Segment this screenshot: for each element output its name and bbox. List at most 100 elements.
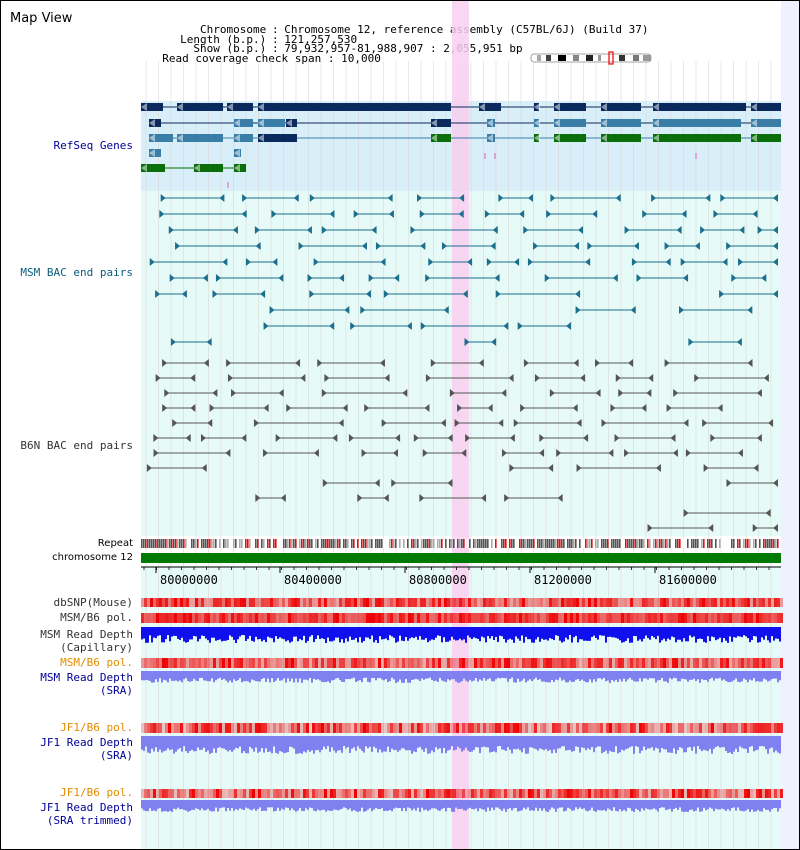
msm-b6-pol-sra-heat-cell xyxy=(195,658,198,668)
msm-read-depth-sra-bar xyxy=(731,671,733,682)
jf1-read-depth-trim-bar xyxy=(671,800,673,812)
repeat-mark xyxy=(161,539,163,548)
msm-read-depth-sra-bar xyxy=(161,671,163,683)
msm-b6-pol-heat-cell xyxy=(606,613,609,623)
msm-b6-pol-sra-heat-cell xyxy=(444,658,447,668)
jf1-read-depth-sra-bar xyxy=(353,736,355,748)
dbsnp-heat-cell xyxy=(501,598,504,607)
repeat-mark xyxy=(355,539,357,548)
jf1-b6-pol-heat-cell xyxy=(363,723,366,733)
msm-read-depth-capillary-bar xyxy=(527,627,529,640)
gene-exon-block xyxy=(234,119,253,127)
b6n-bac-pair-end xyxy=(300,374,306,382)
msm-bac-pair-end xyxy=(495,290,501,298)
jf1-b6-pol-heat-cell xyxy=(696,723,699,733)
msm-b6-pol-sra-heat-cell xyxy=(150,658,153,668)
msm-b6-pol-heat-cell xyxy=(165,613,168,623)
msm-b6-pol-sra-heat-cell xyxy=(315,658,318,668)
jf1-read-depth-trim-bar xyxy=(187,800,189,812)
jf1-b6-pol-heat-cell xyxy=(456,723,459,733)
jf1-b6-pol-heat-cell xyxy=(252,723,255,733)
jf1-read-depth-trim-bar xyxy=(283,800,285,810)
msm-read-depth-capillary-bar xyxy=(543,627,545,640)
dbsnp-heat-cell xyxy=(660,598,663,607)
msm-read-depth-capillary-bar xyxy=(225,627,227,641)
jf1-read-depth-sra-bar xyxy=(415,736,417,753)
repeat-mark xyxy=(513,539,515,548)
b6n-bac-pair-end xyxy=(454,419,460,427)
msm-read-depth-capillary-bar xyxy=(469,627,471,638)
jf1-b6-pol-trim-heat-cell xyxy=(357,789,360,798)
msm-b6-pol-heat-cell xyxy=(744,613,747,623)
msm-read-depth-capillary-bar xyxy=(411,627,413,638)
dbsnp-heat-cell xyxy=(249,598,252,607)
jf1-b6-pol-trim-heat-cell xyxy=(621,789,624,798)
msm-read-depth-capillary-bar xyxy=(329,627,331,642)
jf1-b6-pol-heat-cell xyxy=(711,723,714,733)
msm-read-depth-capillary-bar xyxy=(741,627,743,638)
jf1-b6-pol-heat-cell xyxy=(438,723,441,733)
msm-read-depth-capillary-bar xyxy=(159,627,161,636)
repeat-mark xyxy=(369,539,371,548)
dbsnp-heat-cell xyxy=(261,598,264,607)
jf1-b6-pol-heat-cell xyxy=(306,723,309,733)
repeat-mark xyxy=(245,539,247,548)
jf1-b6-pol-heat-cell xyxy=(357,723,360,733)
msm-b6-pol-heat-cell xyxy=(198,613,201,623)
msm-read-depth-capillary-bar xyxy=(633,627,635,637)
jf1-read-depth-trim-bar xyxy=(747,800,749,810)
jf1-b6-pol-heat-cell xyxy=(600,723,603,733)
jf1-read-depth-sra-bar xyxy=(307,736,309,750)
jf1-read-depth-trim-bar xyxy=(699,800,701,812)
msm-bac-pair-end xyxy=(443,306,449,314)
jf1-b6-pol-trim-heat-cell xyxy=(600,789,603,798)
repeat-mark xyxy=(203,539,205,548)
jf1-read-depth-trim-bar xyxy=(487,800,489,808)
repeat-mark xyxy=(551,539,553,548)
dbsnp-heat-cell xyxy=(759,598,762,607)
jf1-b6-pol-heat-cell xyxy=(441,723,444,733)
b6n-bac-track-label[interactable]: B6N BAC end pairs xyxy=(20,439,133,452)
msm-read-depth-sra-bar xyxy=(173,671,175,681)
jf1-read-depth-trim-bar xyxy=(357,800,359,812)
repeat-mark xyxy=(399,539,401,548)
gene-strand-arrow xyxy=(751,134,757,142)
msm-read-depth-sra-bar xyxy=(657,671,659,681)
repeat-mark xyxy=(553,539,555,548)
msm-read-depth-sra-bar xyxy=(551,671,553,681)
msm-bac-track-label[interactable]: MSM BAC end pairs xyxy=(20,266,133,279)
repeat-mark xyxy=(345,539,347,548)
dbsnp-heat-cell xyxy=(717,598,720,607)
repeat-mark xyxy=(671,539,673,548)
jf1-read-depth-sra-bar xyxy=(223,736,225,749)
jf1-b6-pol-heat-cell xyxy=(561,723,564,733)
b6n-bac-pair-end xyxy=(576,419,582,427)
jf1-b6-pol-heat-cell xyxy=(405,723,408,733)
msm-read-depth-sra-bar xyxy=(263,671,265,678)
msm-read-depth-capillary-bar xyxy=(699,627,701,639)
b6n-bac-pair-end xyxy=(225,449,231,457)
repeat-mark xyxy=(155,539,157,548)
msm-b6-pol-sra-heat-cell xyxy=(450,658,453,668)
msm-b6-pol-sra-heat-cell xyxy=(483,658,486,668)
repeat-mark xyxy=(199,539,201,548)
jf1-b6-pol-trim-heat-cell xyxy=(495,789,498,798)
jf1-read-depth-sra-bar xyxy=(641,736,643,751)
msm-read-depth-capillary-bar xyxy=(729,627,731,637)
msm-read-depth-sra-bar xyxy=(371,671,373,679)
msm-b6-pol-sra-heat-cell xyxy=(636,658,639,668)
msm-read-depth-capillary-bar xyxy=(743,627,745,636)
msm-b6-pol-heat-cell xyxy=(312,613,315,623)
msm-read-depth-capillary-bar xyxy=(171,627,173,637)
refseq-track-label[interactable]: RefSeq Genes xyxy=(53,139,133,152)
msm-read-depth-sra-bar xyxy=(463,671,465,679)
gene-strand-arrow xyxy=(234,149,240,157)
jf1-b6-pol-heat-cell xyxy=(615,723,618,733)
msm-read-depth-capillary-bar xyxy=(199,627,201,640)
jf1-read-depth-sra-bar xyxy=(657,736,659,749)
msm-bac-pair-end xyxy=(459,194,465,202)
dbsnp-heat-cell xyxy=(744,598,747,607)
msm-b6-pol-sra-heat-cell xyxy=(756,658,759,668)
jf1-read-depth-sra-bar xyxy=(293,736,295,749)
